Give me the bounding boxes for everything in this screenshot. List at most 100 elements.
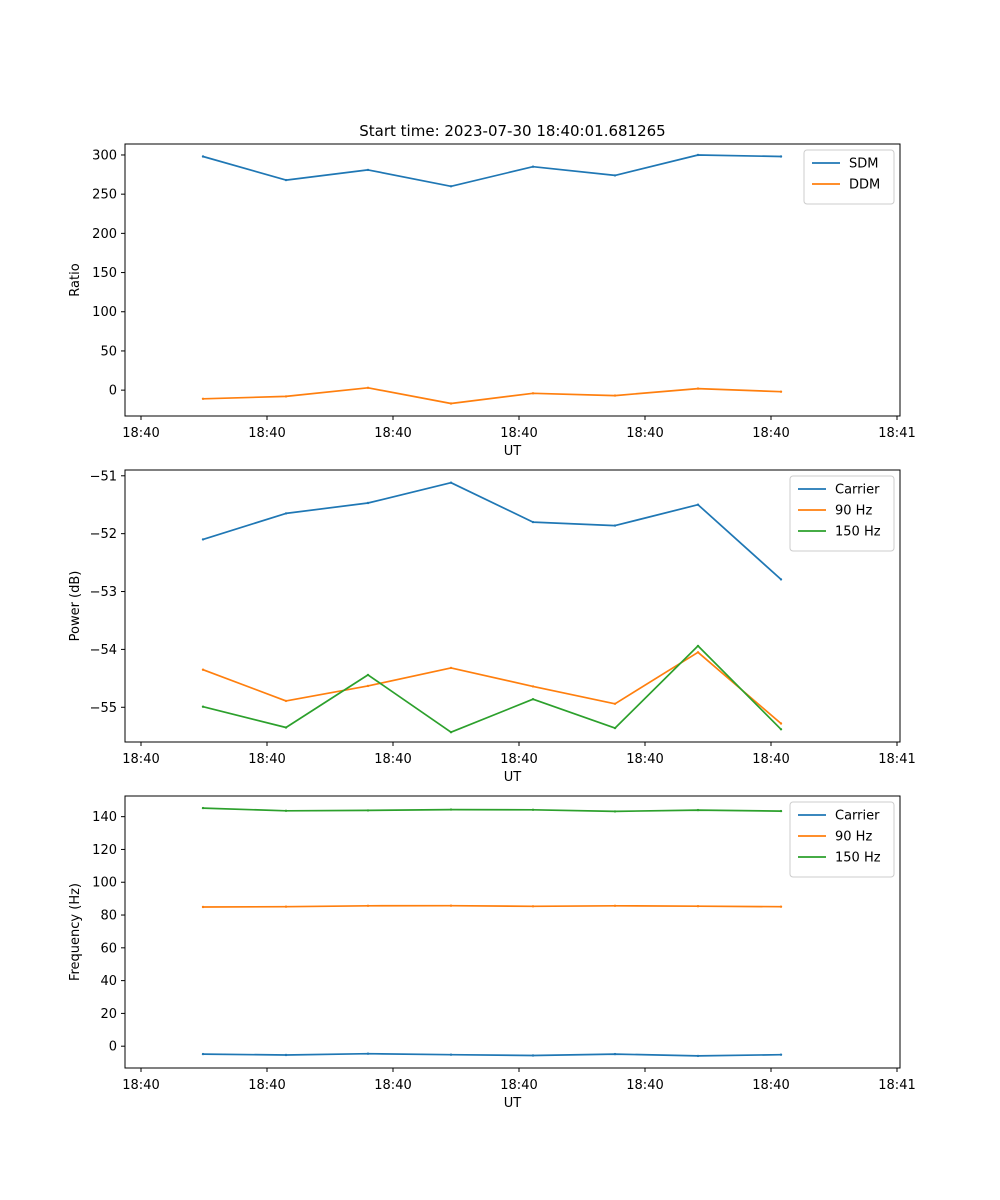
data-point bbox=[366, 1052, 370, 1055]
x-tick-label: 18:40 bbox=[752, 426, 789, 441]
chart-title: Start time: 2023-07-30 18:40:01.681265 bbox=[359, 122, 665, 140]
legend-label: 150 Hz bbox=[835, 851, 881, 866]
y-tick-label: −52 bbox=[90, 527, 117, 542]
data-point bbox=[449, 481, 453, 484]
data-point bbox=[366, 684, 370, 688]
data-point bbox=[531, 165, 535, 168]
x-tick-label: 18:40 bbox=[122, 426, 159, 441]
series-line-carrier bbox=[202, 481, 782, 581]
y-tick-label: 60 bbox=[100, 941, 117, 956]
data-point bbox=[366, 386, 370, 389]
legend-box bbox=[789, 475, 895, 552]
y-tick-label: −51 bbox=[90, 469, 117, 484]
x-axis-label: UT bbox=[504, 444, 522, 459]
axes-frame bbox=[124, 795, 901, 1069]
series-line-carrier bbox=[202, 1052, 782, 1057]
data-point bbox=[696, 644, 700, 648]
series-line-150-hz bbox=[202, 807, 782, 813]
data-point bbox=[779, 390, 783, 393]
data-point bbox=[201, 668, 205, 671]
data-point bbox=[201, 705, 205, 708]
data-point bbox=[696, 1054, 700, 1058]
legend-label: DDM bbox=[849, 178, 880, 193]
y-axis-label: Frequency (Hz) bbox=[68, 883, 83, 981]
data-point bbox=[449, 402, 453, 405]
x-tick-label: 18:40 bbox=[626, 1078, 663, 1093]
x-tick-label: 18:41 bbox=[878, 752, 915, 767]
data-point bbox=[284, 1053, 288, 1057]
x-tick-label: 18:40 bbox=[248, 1078, 285, 1093]
subplot-1: Start time: 2023-07-30 18:40:01.681265 18… bbox=[68, 122, 916, 459]
y-tick-label: 40 bbox=[100, 974, 117, 989]
x-tick-label: 18:40 bbox=[122, 1078, 159, 1093]
legend-box bbox=[789, 801, 895, 878]
data-point bbox=[284, 905, 288, 908]
legend-label: SDM bbox=[849, 157, 878, 172]
data-point bbox=[613, 702, 617, 705]
data-point bbox=[613, 524, 617, 527]
x-tick-label: 18:40 bbox=[626, 426, 663, 441]
data-point bbox=[696, 153, 700, 157]
legend: Carrier 90 Hz 150 Hz bbox=[789, 475, 895, 552]
data-point bbox=[696, 651, 700, 654]
y-tick-label: −53 bbox=[90, 585, 117, 600]
data-point bbox=[366, 904, 370, 907]
series-line-150-hz bbox=[202, 645, 782, 734]
data-point bbox=[531, 905, 535, 908]
data-point bbox=[366, 168, 370, 172]
y-tick-label: 250 bbox=[92, 188, 117, 203]
legend-label: 90 Hz bbox=[835, 504, 872, 519]
data-point bbox=[779, 905, 783, 908]
data-point bbox=[201, 397, 205, 400]
x-tick-label: 18:40 bbox=[248, 426, 285, 441]
data-point bbox=[613, 174, 617, 177]
x-tick-label: 18:40 bbox=[626, 752, 663, 767]
data-point bbox=[449, 666, 453, 670]
data-point bbox=[779, 728, 783, 731]
y-tick-label: 80 bbox=[100, 909, 117, 924]
subplot-3: 18:40 18:40 18:40 18:40 18:40 18:40 18:41 UT 0 20… bbox=[68, 795, 916, 1111]
y-tick-label: 100 bbox=[92, 305, 117, 320]
y-tick-label: 20 bbox=[100, 1007, 117, 1022]
x-tick-label: 18:40 bbox=[500, 752, 537, 767]
y-tick-label: 200 bbox=[92, 227, 117, 242]
data-point bbox=[201, 905, 205, 909]
y-tick-label: 300 bbox=[92, 148, 117, 163]
data-point bbox=[696, 905, 700, 908]
data-point bbox=[531, 808, 535, 811]
x-tick-label: 18:40 bbox=[752, 1078, 789, 1093]
series-line-90-hz bbox=[202, 904, 782, 908]
data-point bbox=[531, 1054, 535, 1057]
x-tick-label: 18:41 bbox=[878, 426, 915, 441]
data-point bbox=[531, 685, 535, 688]
data-point bbox=[284, 726, 288, 729]
legend-label: 150 Hz bbox=[835, 525, 881, 540]
y-tick-label: 100 bbox=[92, 876, 117, 891]
y-tick-label: 0 bbox=[109, 384, 117, 399]
y-tick-label: −54 bbox=[90, 643, 117, 658]
legend-label: Carrier bbox=[835, 809, 880, 824]
data-point bbox=[284, 395, 288, 398]
x-axis-label: UT bbox=[504, 1096, 522, 1111]
y-tick-label: 120 bbox=[92, 843, 117, 858]
data-point bbox=[284, 809, 288, 812]
x-tick-label: 18:40 bbox=[500, 1078, 537, 1093]
data-point bbox=[366, 501, 370, 505]
legend-label: 90 Hz bbox=[835, 830, 872, 845]
data-point bbox=[613, 726, 617, 730]
data-point bbox=[449, 808, 453, 811]
x-axis-label: UT bbox=[504, 770, 522, 785]
y-tick-label: 50 bbox=[100, 344, 117, 359]
data-point bbox=[779, 809, 783, 813]
series-line-sdm bbox=[202, 154, 782, 188]
data-point bbox=[449, 731, 453, 734]
x-tick-label: 18:40 bbox=[374, 426, 411, 441]
data-point bbox=[613, 394, 617, 397]
x-tick-label: 18:40 bbox=[248, 752, 285, 767]
data-point bbox=[201, 806, 205, 810]
x-tick-label: 18:40 bbox=[752, 752, 789, 767]
data-point bbox=[613, 810, 617, 813]
axes-frame bbox=[124, 469, 901, 743]
data-point bbox=[696, 503, 700, 506]
